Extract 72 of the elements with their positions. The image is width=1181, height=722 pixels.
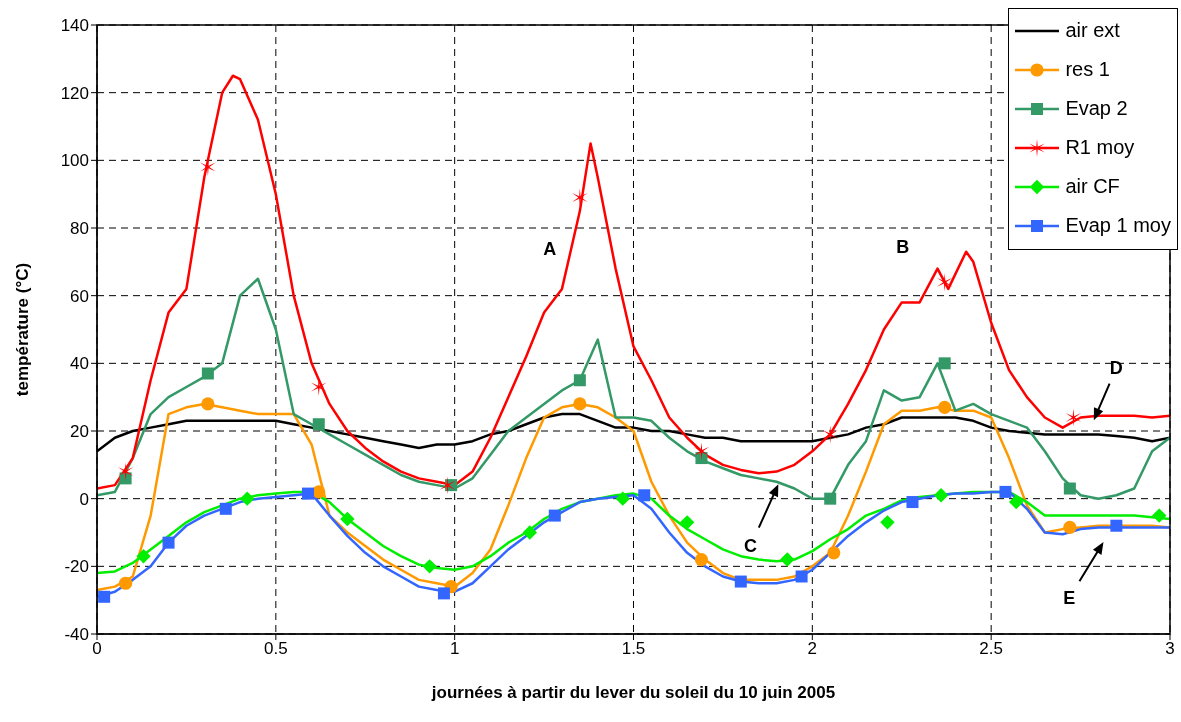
point <box>422 559 437 574</box>
point <box>573 374 586 387</box>
point <box>201 367 214 380</box>
x-tick-label: 2.5 <box>979 639 1003 659</box>
point <box>933 488 949 503</box>
point <box>938 357 951 370</box>
point <box>693 442 710 461</box>
point <box>694 552 709 567</box>
point <box>437 587 450 600</box>
point <box>1065 408 1082 427</box>
legend-label: res 1 <box>1065 58 1110 81</box>
y-tick-label: 80 <box>70 219 89 239</box>
y-tick-label: 0 <box>79 489 89 509</box>
point <box>340 511 355 527</box>
x-tick-label: 0 <box>92 639 102 659</box>
point <box>824 492 837 505</box>
point <box>795 570 808 583</box>
point <box>162 536 175 549</box>
legend-label: R1 moy <box>1065 136 1135 159</box>
annotation: A <box>543 239 557 260</box>
point <box>936 273 953 292</box>
point <box>734 575 747 588</box>
y-tick-label: 100 <box>60 151 89 171</box>
point <box>98 590 111 603</box>
point <box>827 546 841 560</box>
y-tick-label: 20 <box>70 422 89 442</box>
point <box>201 397 215 411</box>
point <box>679 515 695 530</box>
y-tick-label: 120 <box>60 83 89 103</box>
annotation: D <box>1109 357 1123 378</box>
point <box>302 487 315 500</box>
point <box>573 397 587 411</box>
point <box>906 496 919 509</box>
legend-label: air ext <box>1065 19 1120 42</box>
x-tick-label: 1 <box>449 639 460 659</box>
point <box>119 576 133 590</box>
point <box>1063 482 1076 495</box>
point <box>1063 520 1077 535</box>
point <box>638 489 651 502</box>
point <box>938 400 952 414</box>
legend-label: Evap 2 <box>1065 97 1128 120</box>
point <box>999 485 1012 498</box>
point <box>880 515 895 530</box>
point <box>117 462 134 481</box>
legend-label: Evap 1 moy <box>1065 214 1171 237</box>
annotation: E <box>1063 588 1076 609</box>
x-tick-label: 2 <box>807 639 818 659</box>
point <box>1152 508 1167 523</box>
annotation: B <box>896 237 910 258</box>
y-tick-label: -40 <box>64 625 89 645</box>
point <box>780 552 795 567</box>
y-tick-label: 140 <box>60 16 89 36</box>
point <box>219 502 232 515</box>
x-axis-title: journées à partir du lever du soleil du 10 juin 2005 <box>430 683 836 702</box>
y-tick-label: -20 <box>64 557 89 577</box>
point <box>1110 519 1123 532</box>
y-tick-label: 60 <box>70 286 89 306</box>
point <box>522 525 537 540</box>
x-tick-label: 1.5 <box>621 639 646 659</box>
point <box>312 418 325 431</box>
y-tick-label: 40 <box>70 354 89 374</box>
x-tick-label: 0.5 <box>264 639 288 659</box>
legend-label: air CF <box>1065 175 1120 198</box>
x-tick-label: 3 <box>1165 639 1175 659</box>
point <box>615 491 630 506</box>
point <box>240 491 255 506</box>
y-axis-title: température (°C) <box>12 262 32 397</box>
point <box>439 476 456 495</box>
annotation: C <box>743 536 757 557</box>
point <box>136 548 151 564</box>
point <box>1009 494 1024 510</box>
point <box>548 509 561 522</box>
